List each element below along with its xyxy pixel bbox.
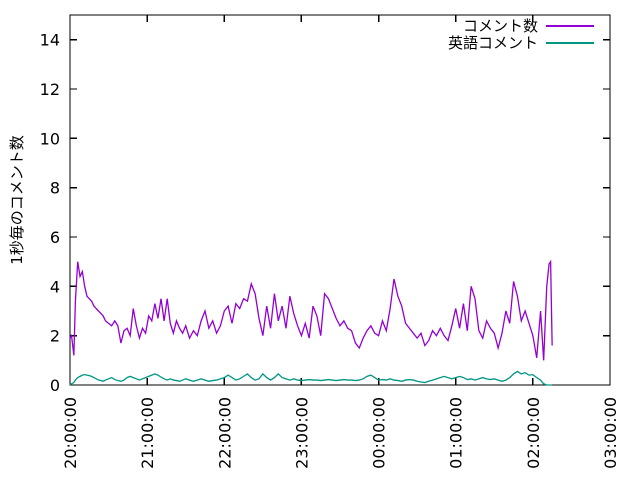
y-tick-label: 10 [40, 129, 60, 148]
x-tick-label: 23:00:00 [292, 397, 311, 469]
x-tick-label: 21:00:00 [138, 397, 157, 469]
legend-label: コメント数 [463, 17, 538, 35]
y-tick-label: 0 [50, 376, 60, 395]
y-tick-label: 8 [50, 179, 60, 198]
legend-label: 英語コメント [448, 34, 538, 52]
x-tick-label: 03:00:00 [601, 397, 620, 469]
series-line [69, 370, 553, 386]
x-tick-label: 00:00:00 [370, 397, 389, 469]
x-tick-label: 22:00:00 [215, 397, 234, 469]
x-tick-label: 01:00:00 [447, 397, 466, 469]
series-group [69, 259, 553, 386]
x-tick-label: 20:00:00 [61, 397, 80, 469]
y-tick-label: 4 [50, 277, 60, 296]
series-line [69, 259, 553, 361]
y-tick-label: 2 [50, 327, 60, 346]
y-tick-label: 14 [40, 31, 60, 50]
x-tick-label: 02:00:00 [524, 397, 543, 469]
y-tick-label: 12 [40, 80, 60, 99]
y-axis-title: 1秒毎のコメント数 [8, 135, 26, 265]
y-tick-label: 6 [50, 228, 60, 247]
x-axis-ticks: 20:00:00 21:00:00 22:00:00 23:00:00 00:00:00… [61, 15, 620, 469]
y-axis-ticks: 0 2 4 6 8 10 12 14 [40, 31, 610, 395]
plot-frame [69, 14, 611, 386]
